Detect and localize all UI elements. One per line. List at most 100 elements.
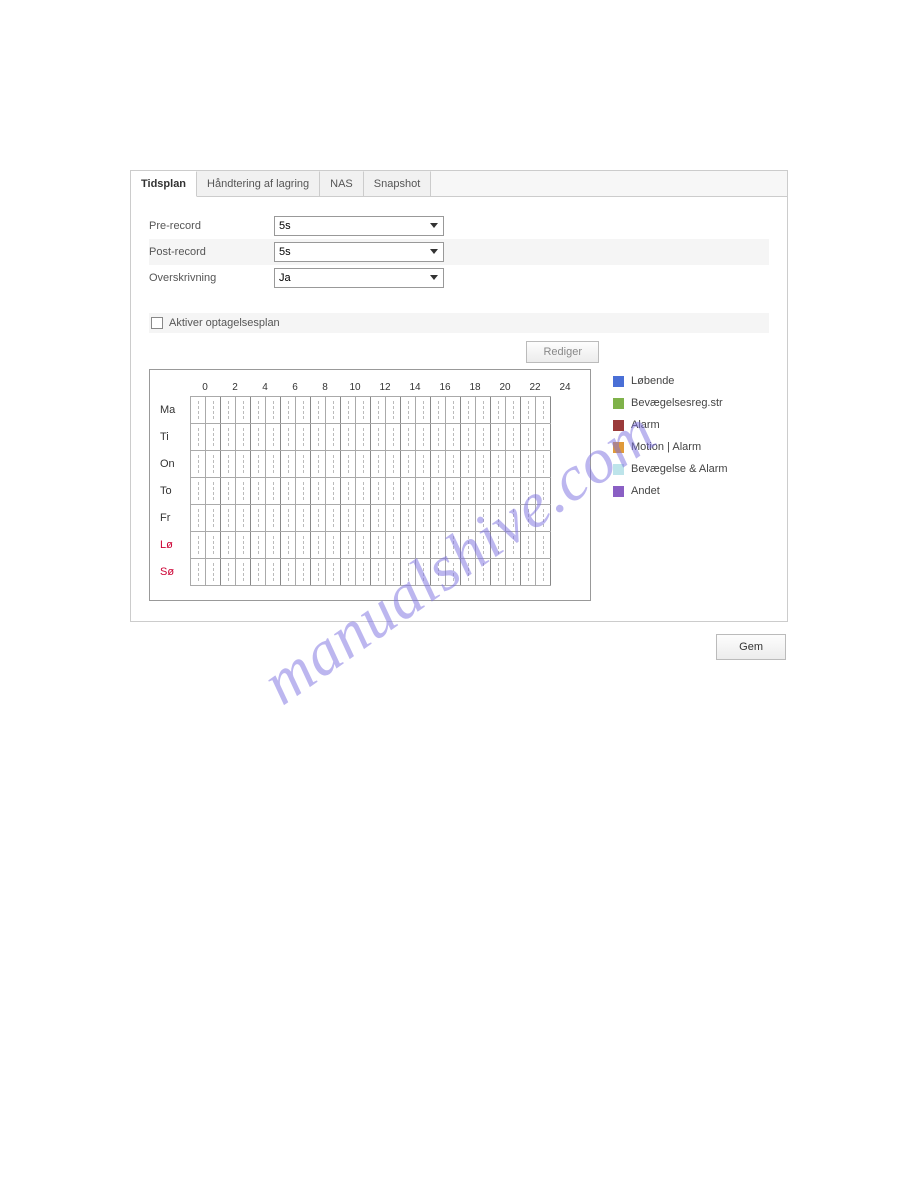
schedule-cell[interactable] xyxy=(251,505,266,531)
schedule-cell[interactable] xyxy=(341,505,356,531)
schedule-cell[interactable] xyxy=(461,478,476,504)
schedule-cell[interactable] xyxy=(341,532,356,558)
schedule-cell[interactable] xyxy=(476,451,491,477)
schedule-cell[interactable] xyxy=(521,532,536,558)
schedule-cell[interactable] xyxy=(191,397,206,423)
schedule-cell[interactable] xyxy=(476,397,491,423)
schedule-cell[interactable] xyxy=(251,532,266,558)
schedule-cell[interactable] xyxy=(296,505,311,531)
schedule-cell[interactable] xyxy=(206,397,221,423)
schedule-cell[interactable] xyxy=(521,559,536,585)
schedule-cells[interactable] xyxy=(190,504,551,531)
schedule-cell[interactable] xyxy=(251,559,266,585)
schedule-cell[interactable] xyxy=(506,451,521,477)
schedule-cell[interactable] xyxy=(341,559,356,585)
schedule-cell[interactable] xyxy=(401,559,416,585)
schedule-cell[interactable] xyxy=(281,451,296,477)
schedule-cell[interactable] xyxy=(506,397,521,423)
tab-håndtering-af-lagring[interactable]: Håndtering af lagring xyxy=(197,171,320,196)
schedule-cells[interactable] xyxy=(190,558,551,586)
schedule-cells[interactable] xyxy=(190,531,551,558)
schedule-cell[interactable] xyxy=(431,505,446,531)
schedule-cell[interactable] xyxy=(356,505,371,531)
schedule-cell[interactable] xyxy=(326,397,341,423)
post-record-select[interactable]: 5s xyxy=(274,242,444,262)
schedule-cell[interactable] xyxy=(491,397,506,423)
schedule-cell[interactable] xyxy=(431,424,446,450)
schedule-cell[interactable] xyxy=(371,397,386,423)
schedule-cell[interactable] xyxy=(521,397,536,423)
schedule-cell[interactable] xyxy=(236,397,251,423)
schedule-cell[interactable] xyxy=(191,478,206,504)
schedule-cell[interactable] xyxy=(461,559,476,585)
schedule-cell[interactable] xyxy=(521,478,536,504)
schedule-cell[interactable] xyxy=(221,478,236,504)
schedule-cell[interactable] xyxy=(191,559,206,585)
pre-record-select[interactable]: 5s xyxy=(274,216,444,236)
schedule-cell[interactable] xyxy=(296,451,311,477)
schedule-cell[interactable] xyxy=(476,532,491,558)
schedule-cell[interactable] xyxy=(326,505,341,531)
schedule-cell[interactable] xyxy=(371,559,386,585)
schedule-cell[interactable] xyxy=(191,505,206,531)
schedule-cell[interactable] xyxy=(386,451,401,477)
schedule-cell[interactable] xyxy=(221,424,236,450)
schedule-cell[interactable] xyxy=(281,478,296,504)
schedule-cell[interactable] xyxy=(191,424,206,450)
schedule-cell[interactable] xyxy=(461,397,476,423)
schedule-cell[interactable] xyxy=(356,478,371,504)
schedule-cell[interactable] xyxy=(281,424,296,450)
schedule-cell[interactable] xyxy=(521,505,536,531)
schedule-cell[interactable] xyxy=(476,478,491,504)
schedule-cell[interactable] xyxy=(206,424,221,450)
schedule-cell[interactable] xyxy=(311,559,326,585)
schedule-cell[interactable] xyxy=(341,451,356,477)
schedule-cell[interactable] xyxy=(206,478,221,504)
schedule-cell[interactable] xyxy=(266,559,281,585)
schedule-cell[interactable] xyxy=(431,451,446,477)
schedule-cell[interactable] xyxy=(461,505,476,531)
schedule-cell[interactable] xyxy=(446,559,461,585)
schedule-cell[interactable] xyxy=(266,397,281,423)
schedule-cell[interactable] xyxy=(401,532,416,558)
schedule-cell[interactable] xyxy=(326,478,341,504)
schedule-cell[interactable] xyxy=(386,424,401,450)
schedule-cell[interactable] xyxy=(206,532,221,558)
schedule-cell[interactable] xyxy=(401,478,416,504)
schedule-cell[interactable] xyxy=(326,424,341,450)
schedule-cell[interactable] xyxy=(401,397,416,423)
schedule-cell[interactable] xyxy=(476,424,491,450)
schedule-cell[interactable] xyxy=(236,478,251,504)
schedule-cell[interactable] xyxy=(251,451,266,477)
schedule-cell[interactable] xyxy=(296,424,311,450)
schedule-cell[interactable] xyxy=(446,424,461,450)
schedule-cell[interactable] xyxy=(371,451,386,477)
schedule-cell[interactable] xyxy=(191,532,206,558)
schedule-cell[interactable] xyxy=(416,478,431,504)
tab-snapshot[interactable]: Snapshot xyxy=(364,171,431,196)
schedule-cell[interactable] xyxy=(266,532,281,558)
schedule-cell[interactable] xyxy=(296,559,311,585)
schedule-cell[interactable] xyxy=(311,532,326,558)
schedule-cell[interactable] xyxy=(461,451,476,477)
schedule-cell[interactable] xyxy=(416,397,431,423)
schedule-cell[interactable] xyxy=(206,505,221,531)
schedule-cell[interactable] xyxy=(401,505,416,531)
schedule-cell[interactable] xyxy=(386,559,401,585)
schedule-cell[interactable] xyxy=(326,559,341,585)
schedule-cell[interactable] xyxy=(446,532,461,558)
schedule-cell[interactable] xyxy=(311,397,326,423)
schedule-cell[interactable] xyxy=(431,559,446,585)
schedule-cell[interactable] xyxy=(401,424,416,450)
schedule-cells[interactable] xyxy=(190,396,551,423)
schedule-cell[interactable] xyxy=(236,424,251,450)
schedule-cell[interactable] xyxy=(221,505,236,531)
schedule-cells[interactable] xyxy=(190,423,551,450)
schedule-cell[interactable] xyxy=(206,451,221,477)
schedule-cell[interactable] xyxy=(446,397,461,423)
schedule-cell[interactable] xyxy=(521,451,536,477)
schedule-cell[interactable] xyxy=(386,397,401,423)
schedule-cell[interactable] xyxy=(506,478,521,504)
schedule-cell[interactable] xyxy=(536,532,551,558)
schedule-cell[interactable] xyxy=(491,505,506,531)
